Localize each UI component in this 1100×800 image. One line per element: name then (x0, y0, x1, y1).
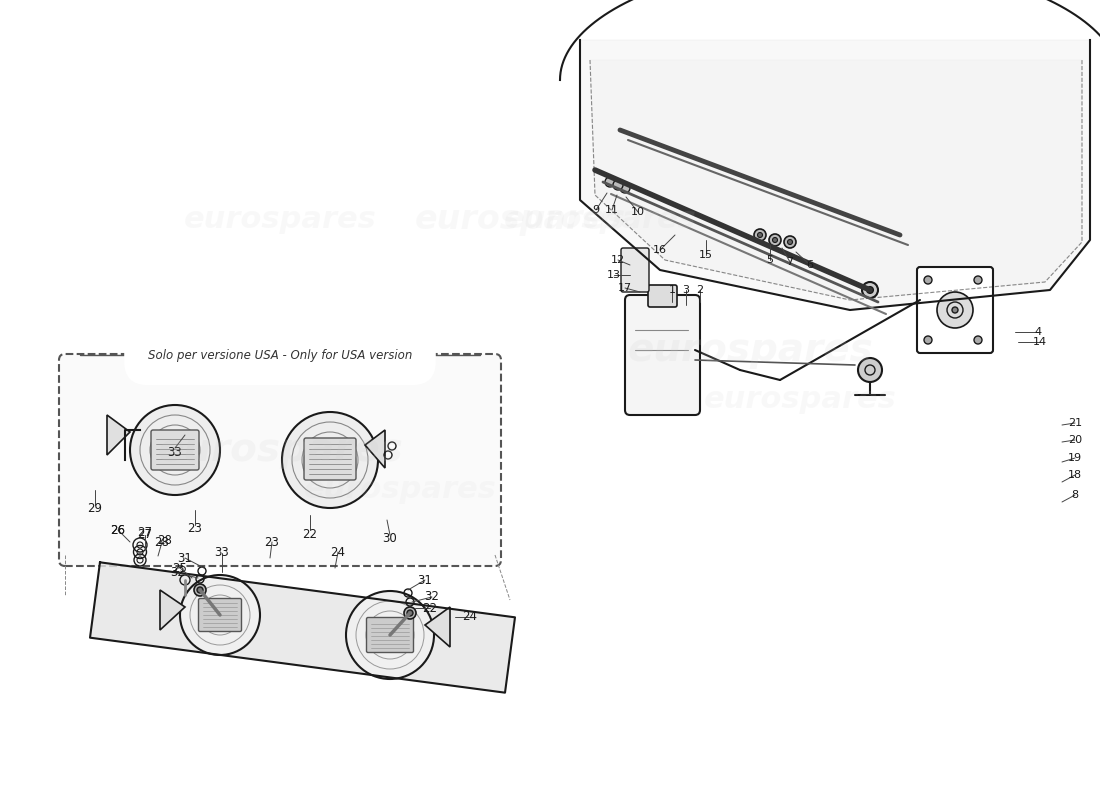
FancyBboxPatch shape (198, 598, 242, 631)
FancyBboxPatch shape (366, 618, 414, 653)
Circle shape (924, 336, 932, 344)
Text: 19: 19 (1068, 453, 1082, 463)
Polygon shape (90, 562, 515, 693)
Circle shape (974, 336, 982, 344)
Text: 27: 27 (138, 529, 153, 542)
Circle shape (924, 276, 932, 284)
Text: 33: 33 (214, 546, 230, 559)
Circle shape (180, 575, 260, 655)
Polygon shape (580, 40, 1090, 310)
Text: 13: 13 (607, 270, 621, 280)
Text: 26: 26 (110, 523, 125, 537)
Circle shape (197, 587, 204, 593)
Polygon shape (365, 430, 385, 468)
Circle shape (784, 236, 796, 248)
Circle shape (130, 405, 220, 495)
Text: 15: 15 (698, 250, 713, 260)
Text: eurospares: eurospares (704, 386, 896, 414)
Text: eurospares: eurospares (627, 331, 873, 369)
Text: 10: 10 (631, 207, 645, 217)
Text: 30: 30 (383, 533, 397, 546)
Text: Solo per versione USA - Only for USA version: Solo per versione USA - Only for USA ver… (147, 349, 412, 362)
Text: 3: 3 (682, 285, 690, 295)
Circle shape (769, 234, 781, 246)
Circle shape (346, 591, 434, 679)
Text: 22: 22 (422, 602, 438, 614)
Polygon shape (107, 415, 130, 455)
Circle shape (282, 412, 378, 508)
FancyBboxPatch shape (621, 248, 649, 292)
Text: eurospares: eurospares (415, 203, 626, 237)
Circle shape (788, 239, 792, 245)
Circle shape (858, 358, 882, 382)
Text: 27: 27 (138, 526, 153, 539)
Text: 28: 28 (157, 534, 173, 546)
Text: 18: 18 (1068, 470, 1082, 480)
Text: eurospares: eurospares (504, 206, 696, 234)
Text: 31: 31 (177, 551, 192, 565)
FancyBboxPatch shape (59, 354, 500, 566)
Circle shape (194, 584, 206, 596)
Circle shape (952, 307, 958, 313)
Polygon shape (160, 590, 185, 630)
Text: 16: 16 (653, 245, 667, 255)
Text: 29: 29 (88, 502, 102, 515)
Text: 7: 7 (786, 257, 793, 267)
Circle shape (407, 610, 412, 616)
Text: 8: 8 (1071, 490, 1079, 500)
Text: 32: 32 (170, 566, 186, 579)
Circle shape (974, 276, 982, 284)
Text: 9: 9 (593, 205, 600, 215)
Text: 11: 11 (605, 205, 619, 215)
Text: 24: 24 (462, 610, 477, 623)
Circle shape (605, 177, 615, 187)
Text: 17: 17 (618, 283, 632, 293)
Circle shape (862, 282, 878, 298)
Text: 14: 14 (1033, 337, 1047, 347)
FancyBboxPatch shape (151, 430, 199, 470)
Text: 23: 23 (188, 522, 202, 535)
Polygon shape (590, 60, 1082, 300)
Text: 2: 2 (696, 285, 704, 295)
FancyBboxPatch shape (625, 295, 700, 415)
Circle shape (867, 287, 873, 293)
Text: 5: 5 (767, 255, 773, 265)
Text: 26: 26 (110, 523, 125, 537)
Text: 21: 21 (1068, 418, 1082, 428)
Polygon shape (425, 607, 450, 647)
Text: 31: 31 (418, 574, 432, 586)
FancyBboxPatch shape (917, 267, 993, 353)
Text: 12: 12 (610, 255, 625, 265)
Text: 6: 6 (806, 260, 814, 270)
FancyBboxPatch shape (648, 285, 676, 307)
Text: 4: 4 (1034, 327, 1042, 337)
Text: eurospares: eurospares (184, 206, 376, 234)
Circle shape (772, 238, 778, 242)
Text: 1: 1 (669, 285, 675, 295)
Text: 32: 32 (425, 590, 439, 603)
Text: 20: 20 (1068, 435, 1082, 445)
Text: 28: 28 (155, 535, 169, 549)
Text: 23: 23 (265, 535, 279, 549)
Circle shape (613, 180, 623, 190)
Circle shape (937, 292, 974, 328)
Circle shape (758, 233, 762, 238)
Text: 22: 22 (302, 527, 318, 541)
Text: eurospares: eurospares (157, 431, 403, 469)
Circle shape (404, 607, 416, 619)
Circle shape (620, 183, 630, 193)
Text: 33: 33 (167, 446, 183, 458)
FancyBboxPatch shape (304, 438, 356, 480)
Text: eurospares: eurospares (304, 475, 496, 505)
Circle shape (754, 229, 766, 241)
Text: 25: 25 (173, 562, 187, 574)
Text: 24: 24 (330, 546, 345, 558)
